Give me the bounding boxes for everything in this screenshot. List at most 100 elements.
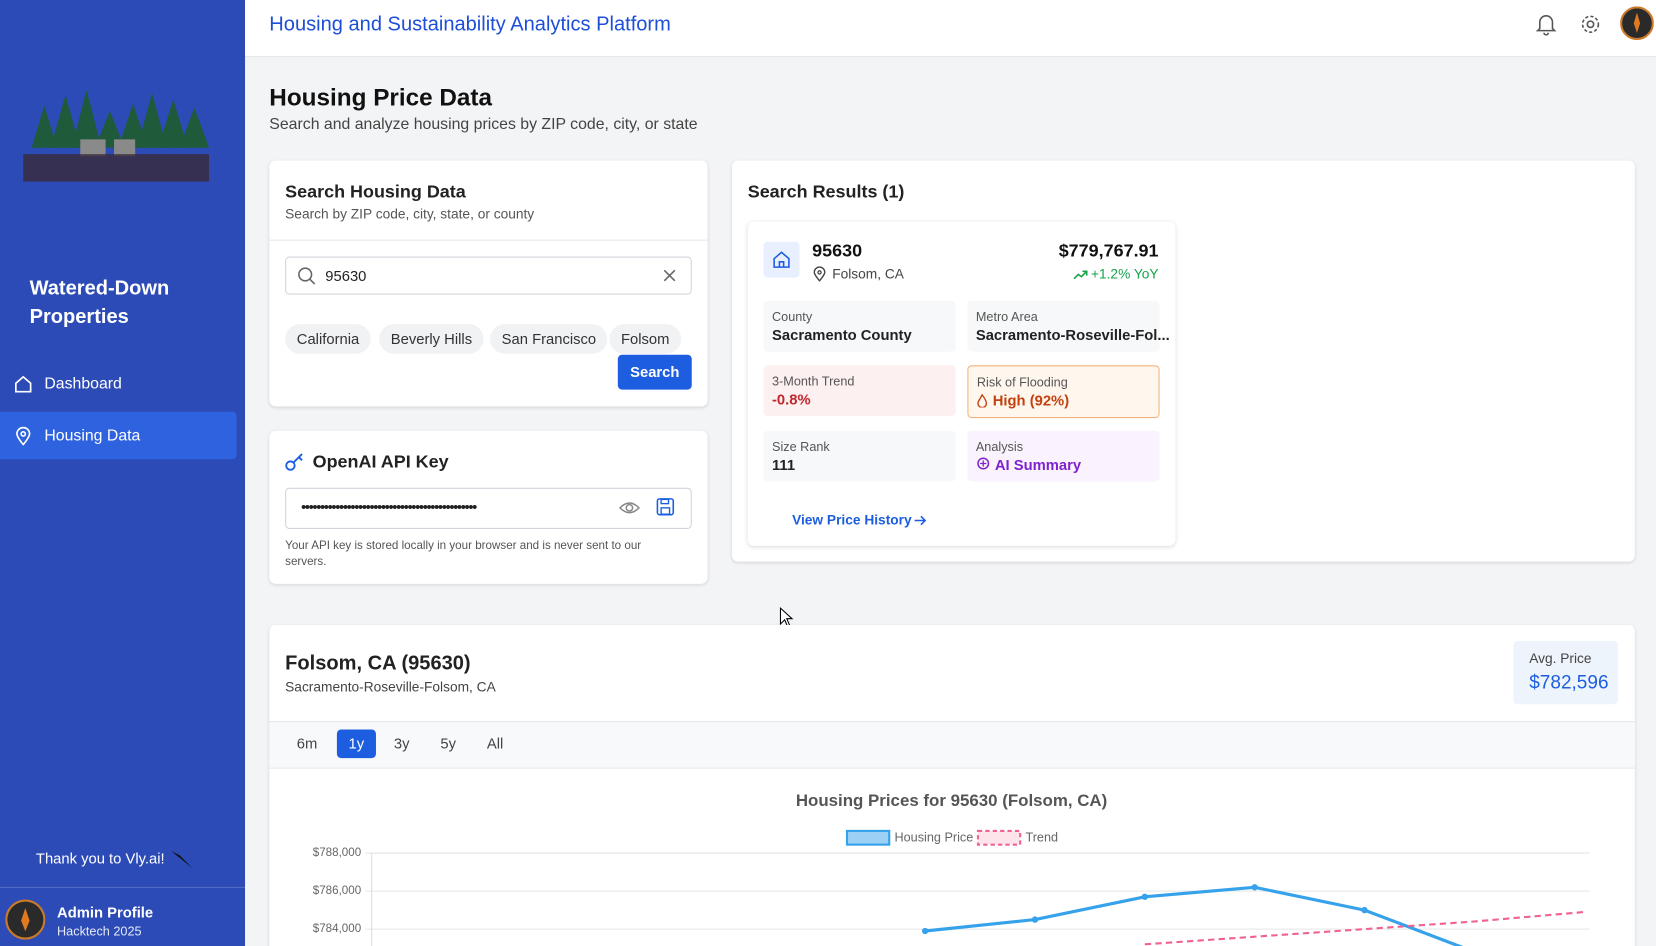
divider (0, 886, 246, 888)
api-masked[interactable]: ••••••••••••••••••••••••••••••••••••••••… (300, 498, 477, 516)
sidebar: Watered-Down Properties Dashboard Housin… (0, 0, 246, 946)
search-card: Search Housing Data Search by ZIP code, … (269, 160, 708, 407)
search-query[interactable]: 95630 (325, 267, 367, 285)
profile-name: Admin Profile (57, 903, 154, 921)
range-button[interactable]: 6m (296, 734, 318, 752)
arrow-icon (914, 515, 927, 526)
ai-icon (977, 457, 990, 470)
legend-label: Trend (1025, 831, 1058, 845)
avg-label: Avg. Price (1529, 650, 1592, 667)
card-title: Search Results (1) (747, 181, 905, 202)
field-label: Analysis (975, 439, 1024, 454)
home-icon (14, 375, 32, 393)
field-label: Size Rank (772, 439, 830, 454)
api-card: OpenAI API Key •••••••••••••••••••••••••… (269, 430, 708, 584)
field-value: Sacramento-Roseville-Fol... (975, 326, 1170, 344)
field-label: County (772, 309, 813, 325)
thanks: Thank you to Vly.ai! (35, 849, 165, 867)
card-title: OpenAI API Key (312, 451, 449, 472)
vly-icon (171, 850, 193, 868)
trend-icon (1073, 270, 1088, 280)
pin-icon (813, 266, 826, 282)
divider (269, 239, 708, 241)
results-card: Search Results (1) 95630 Folsom, CA $779… (731, 160, 1635, 562)
card-subtitle: Search by ZIP code, city, state, or coun… (285, 205, 535, 222)
page-title: Housing Price Data (269, 83, 493, 111)
settings[interactable] (1579, 13, 1602, 36)
chip[interactable]: San Francisco (490, 324, 608, 354)
eye-icon[interactable] (618, 498, 640, 517)
result-change: +1.2% YoY (1090, 266, 1159, 282)
range-button[interactable]: 1y (336, 729, 376, 759)
brand: Watered-Down Properties (29, 277, 170, 329)
point (1361, 906, 1368, 914)
nav-item[interactable]: Housing Data (44, 426, 141, 445)
chip[interactable]: California (285, 324, 371, 354)
legend-swatch (976, 829, 1022, 846)
search-icon (298, 267, 316, 285)
api-input[interactable] (285, 487, 692, 529)
clear-icon[interactable] (662, 268, 677, 283)
detail-card: Folsom, CA (95630) Sacramento-Roseville-… (269, 625, 1635, 946)
range-bar (269, 721, 1635, 769)
detail-subtitle: Sacramento-Roseville-Folsom, CA (285, 678, 496, 695)
field-label: 3-Month Trend (772, 373, 855, 389)
avg-value: $782,596 (1529, 671, 1609, 693)
search-button[interactable]: Search (617, 354, 692, 390)
point (921, 927, 929, 935)
view-history-link[interactable]: View Price History (792, 512, 912, 528)
field: County Sacramento County (763, 300, 956, 352)
home-badge (763, 241, 800, 278)
field: Risk of Flooding High (92%) (967, 365, 1160, 419)
y-tick-label: $784,000 (313, 922, 361, 935)
search-input[interactable] (285, 256, 692, 295)
field-value: -0.8% (772, 390, 811, 408)
pin-icon (16, 426, 31, 446)
field: 3-Month Trend -0.8% (763, 365, 956, 416)
profile-sub: Hacktech 2025 (57, 923, 142, 939)
home-icon (773, 251, 790, 268)
legend-swatch (845, 829, 891, 846)
range-button[interactable]: All (486, 734, 504, 752)
y-tick-label: $788,000 (313, 846, 361, 859)
field-label: Metro Area (975, 309, 1038, 325)
point (1031, 916, 1039, 923)
result-price: $779,767.91 (1058, 240, 1159, 261)
field: Size Rank 111 (763, 430, 956, 482)
app-title: Housing and Sustainability Analytics Pla… (269, 13, 671, 36)
field-value: 111 (772, 456, 796, 473)
range-button[interactable]: 5y (440, 734, 457, 752)
key-icon (285, 453, 303, 471)
bell[interactable] (1535, 13, 1557, 36)
trend-line (1144, 910, 1585, 946)
avg-box (1513, 640, 1618, 705)
range-button[interactable]: 3y (393, 734, 410, 752)
header: Housing and Sustainability Analytics Pla… (245, 0, 1656, 58)
result-zip: 95630 (812, 240, 863, 261)
field-label: Risk of Flooding (976, 374, 1068, 390)
nav-item[interactable]: Dashboard (44, 374, 122, 393)
field-value: High (92%) (992, 391, 1070, 409)
point (1251, 884, 1258, 891)
result-location: Folsom, CA (832, 266, 904, 282)
field: Analysis AI Summary (967, 430, 1160, 482)
result-item[interactable]: 95630 Folsom, CA $779,767.91 +1.2% YoY C… (747, 221, 1176, 546)
chip[interactable]: Beverly Hills (379, 324, 484, 354)
y-tick-label: $786,000 (313, 884, 361, 897)
chip[interactable]: Folsom (609, 324, 682, 354)
point (1141, 893, 1148, 900)
flame-icon (977, 393, 988, 408)
field-value: Sacramento County (772, 326, 912, 344)
detail-title: Folsom, CA (95630) (285, 652, 471, 675)
price-line (924, 885, 1464, 946)
logo (23, 89, 210, 182)
api-note: Your API key is stored locally in your b… (285, 539, 642, 569)
avatar[interactable] (1620, 6, 1654, 41)
save-icon[interactable] (656, 497, 675, 516)
field-value[interactable]: AI Summary (994, 456, 1082, 473)
avatar (5, 899, 46, 940)
nav-active[interactable] (0, 411, 237, 460)
